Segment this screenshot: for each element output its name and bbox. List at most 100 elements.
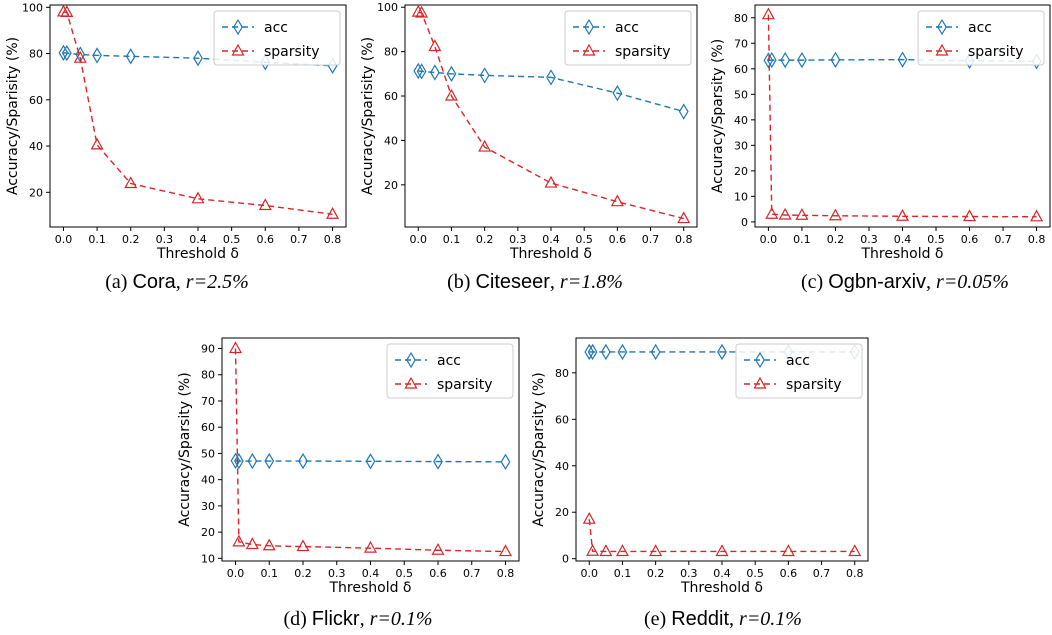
- data-point-sparsity: [649, 544, 663, 557]
- data-point-sparsity: [963, 209, 977, 222]
- data-point-acc: [125, 48, 136, 65]
- y-tick-label: 30: [734, 139, 748, 152]
- x-tick-label: 0.0: [410, 233, 428, 246]
- y-tick-label: 20: [384, 179, 398, 192]
- panel-a: 0.0 0.1 0.2 0.3 0.4 0.5 0.6 0.7 0.8 20 40 60 80 100 Th…: [5, 1, 347, 293]
- caption: (b) Citeseer, r=1.8%: [447, 271, 623, 293]
- data-point-acc: [587, 343, 598, 361]
- data-point-sparsity: [848, 544, 862, 557]
- x-tick-label: 0.5: [927, 233, 945, 246]
- data-point-acc: [58, 44, 69, 62]
- x-tick-label: 0.8: [846, 567, 864, 580]
- x-tick-label: 0.1: [261, 567, 279, 580]
- series-line-sparsity: [588, 519, 855, 553]
- data-point-sparsity: [296, 539, 310, 552]
- x-tick-label: 0.4: [894, 233, 912, 246]
- data-point-acc: [617, 343, 628, 361]
- y-tick-label: 40: [734, 114, 748, 127]
- x-tick-label: 0.2: [476, 233, 494, 246]
- legend-label-sparsity: sparsity: [615, 44, 670, 60]
- x-tick-label: 0.3: [156, 233, 174, 246]
- caption-ratio: r=0.1%: [739, 608, 802, 630]
- legend-label-acc: acc: [615, 20, 639, 36]
- data-point-acc: [433, 453, 443, 470]
- data-point-sparsity: [415, 5, 429, 18]
- y-tick-label: 20: [734, 165, 748, 178]
- data-point-sparsity: [677, 211, 691, 224]
- caption-prefix: (a): [105, 271, 127, 293]
- legend-label-acc: acc: [437, 353, 461, 369]
- y-tick-label: 10: [734, 190, 748, 203]
- data-point-acc: [429, 64, 440, 81]
- data-point-acc: [612, 84, 623, 102]
- data-point-sparsity: [828, 208, 842, 221]
- caption-ratio: r=2.5%: [186, 271, 249, 293]
- legend-marker-sparsity: [935, 43, 949, 56]
- data-point-sparsity: [615, 544, 629, 557]
- caption-sep: ,: [550, 271, 560, 293]
- data-point-sparsity: [478, 139, 492, 152]
- data-point-acc: [247, 452, 258, 470]
- y-tick-label: 50: [201, 447, 215, 460]
- data-point-acc: [446, 65, 457, 82]
- x-tick-label: 0.7: [290, 233, 308, 246]
- panel-d: 0.0 0.1 0.2 0.3 0.4 0.5 0.6 0.7 0.8 10 20 30 40 50 60 7…: [177, 337, 520, 630]
- caption: (d) Flickr, r=0.1%: [283, 608, 432, 630]
- data-point-acc: [264, 452, 275, 470]
- x-tick-label: 0.4: [362, 567, 380, 580]
- legend-marker-acc: [233, 18, 243, 36]
- data-point-acc: [897, 51, 908, 68]
- data-point-sparsity: [245, 537, 259, 550]
- legend-marker-acc: [755, 351, 765, 369]
- caption-sep: ,: [360, 608, 370, 630]
- y-tick-label: 50: [734, 88, 748, 101]
- x-tick-label: 0.6: [429, 567, 447, 580]
- y-tick-label: 20: [201, 526, 215, 539]
- y-tick-label: 20: [29, 186, 43, 199]
- caption-dataset: Cora: [132, 271, 176, 293]
- caption-prefix: (c): [801, 271, 823, 293]
- x-tick-label: 0.2: [827, 233, 845, 246]
- legend-marker-sparsity: [231, 43, 245, 56]
- series-line-sparsity: [234, 348, 506, 553]
- legend-label-acc: acc: [264, 20, 288, 36]
- y-tick-label: 0: [562, 553, 569, 566]
- y-tick-label: 100: [377, 1, 398, 14]
- x-tick-label: 0.7: [813, 567, 831, 580]
- x-tick-label: 0.7: [642, 233, 660, 246]
- x-tick-label: 0.5: [223, 233, 241, 246]
- data-point-acc: [233, 452, 244, 470]
- y-tick-label: 60: [734, 63, 748, 76]
- data-point-acc: [193, 50, 203, 67]
- data-point-acc: [650, 343, 661, 361]
- data-point-acc: [413, 62, 424, 80]
- x-tick-label: 0.1: [443, 233, 461, 246]
- x-tick-label: 0.0: [55, 233, 73, 246]
- data-point-sparsity: [90, 137, 104, 150]
- y-tick-label: 70: [201, 395, 215, 408]
- data-point-acc: [230, 452, 241, 469]
- data-point-sparsity: [73, 50, 87, 63]
- panel-b: 0.0 0.1 0.2 0.3 0.4 0.5 0.6 0.7 0.8 20 40 60 80 100 Th…: [360, 1, 698, 293]
- y-tick-label: 80: [555, 367, 569, 380]
- x-tick-label: 0.2: [122, 233, 140, 246]
- legend-marker-acc: [406, 351, 416, 369]
- data-point-acc: [92, 47, 102, 64]
- data-point-sparsity: [60, 5, 74, 17]
- data-point-sparsity: [599, 544, 613, 557]
- x-tick-label: 0.8: [324, 233, 342, 246]
- data-point-sparsity: [428, 39, 442, 52]
- data-point-acc: [416, 63, 427, 80]
- y-tick-label: 80: [29, 48, 43, 61]
- data-point-sparsity: [232, 534, 246, 547]
- x-axis-label: Threshold δ: [328, 580, 411, 596]
- data-point-acc: [546, 69, 556, 86]
- y-tick-label: 0: [741, 216, 748, 229]
- caption-sep: ,: [926, 271, 936, 293]
- data-point-acc: [365, 453, 376, 470]
- legend-label-acc: acc: [968, 20, 992, 36]
- x-tick-label: 0.1: [614, 567, 632, 580]
- x-tick-label: 0.8: [675, 233, 693, 246]
- data-point-sparsity: [262, 538, 276, 551]
